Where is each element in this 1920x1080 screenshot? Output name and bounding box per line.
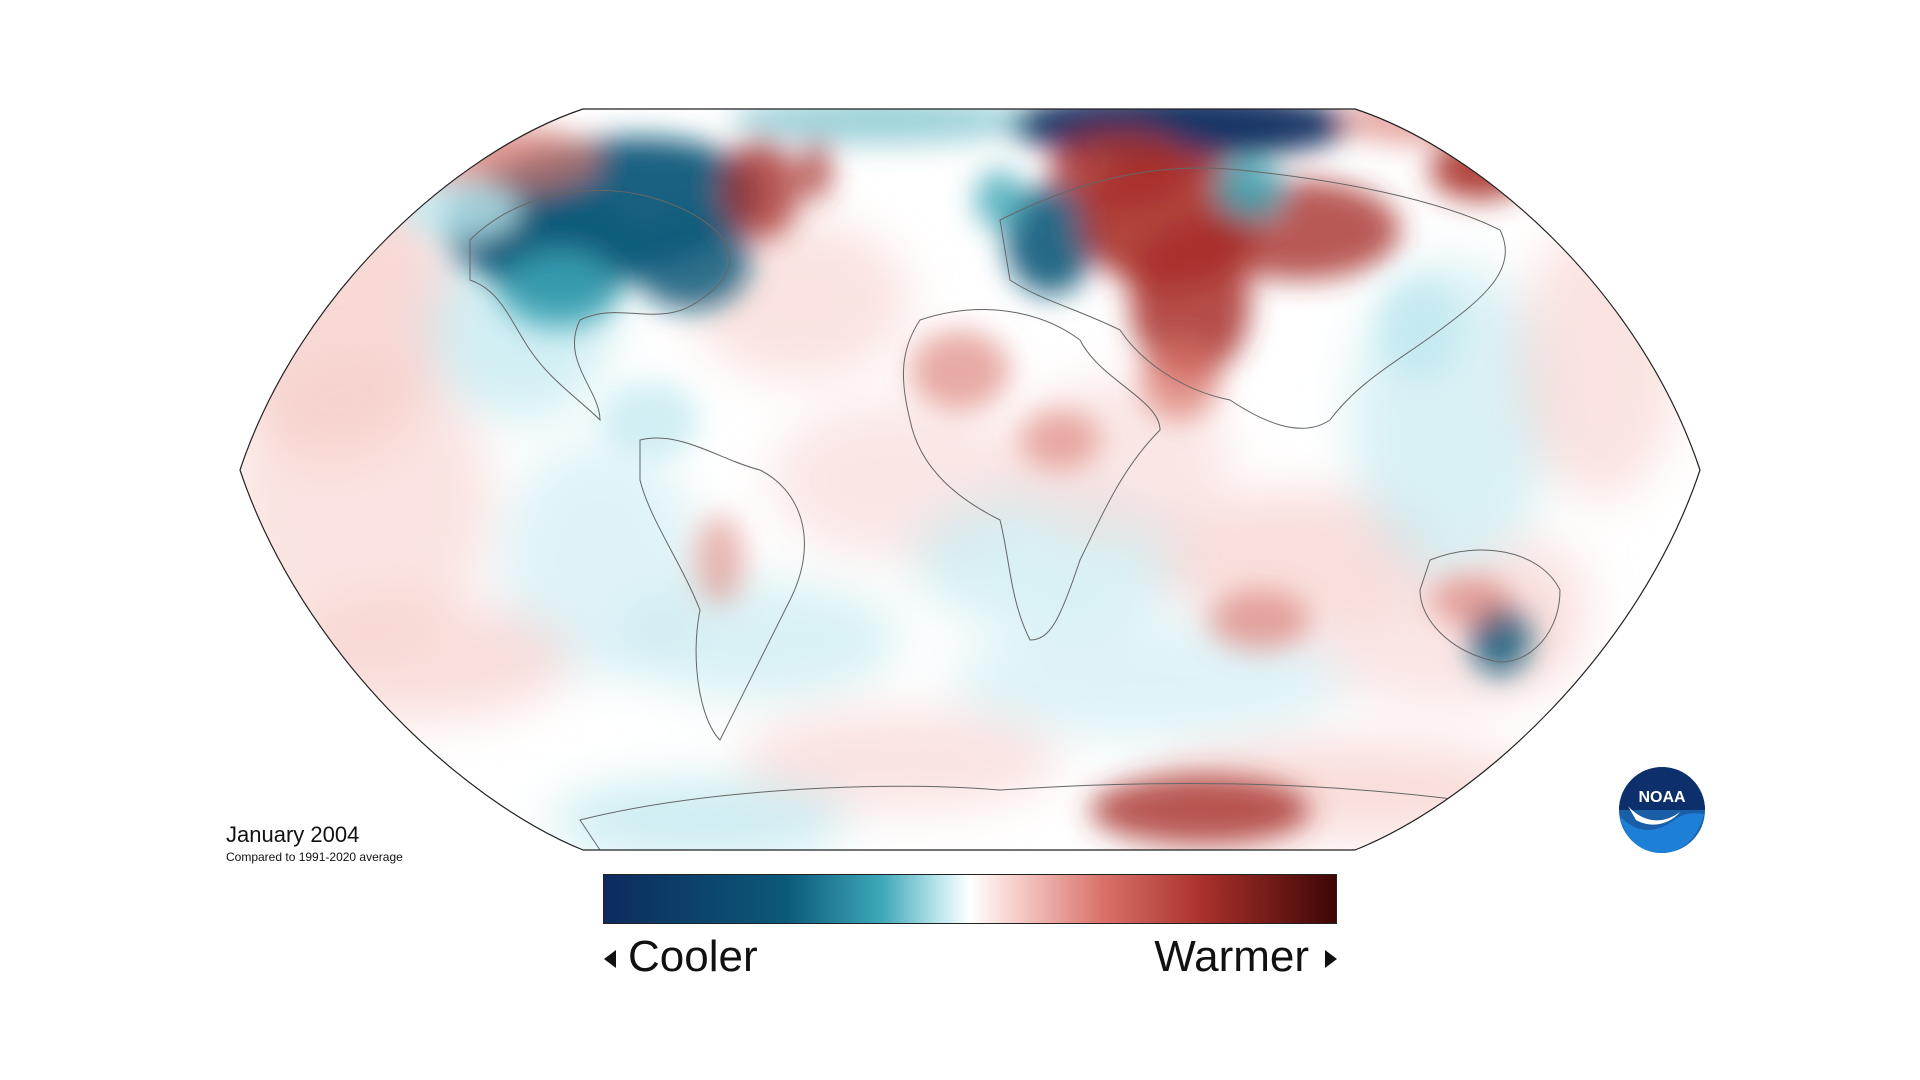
noaa-logo-icon: NOAA (1619, 767, 1705, 853)
anomaly-blob (1380, 280, 1460, 380)
anomaly-blob (1215, 160, 1285, 220)
coastline (999, 167, 1506, 429)
legend-cooler: Cooler (604, 930, 758, 984)
anomaly-blob (1050, 130, 1190, 210)
anomaly-blob (1210, 590, 1310, 650)
anomaly-blob (550, 780, 850, 850)
coastline (639, 437, 805, 741)
anomaly-blob (740, 710, 1060, 810)
anomaly-blob (1520, 220, 1680, 500)
cooler-label: Cooler (628, 932, 758, 981)
anomaly-blob (1430, 575, 1510, 625)
left-arrow-icon (604, 950, 616, 969)
anomaly-blob (620, 580, 900, 700)
color-scale-bar (603, 874, 1337, 924)
warmer-label: Warmer (1154, 932, 1309, 981)
anomaly-field (240, 109, 1700, 850)
noaa-logo-text: NOAA (1638, 789, 1686, 806)
legend-warmer: Warmer (1154, 930, 1337, 984)
anomaly-blob (801, 140, 831, 200)
anomaly-blob (910, 330, 1010, 410)
anomaly-blob (730, 109, 1030, 145)
baseline-label: Compared to 1991-2020 average (226, 850, 403, 864)
coastline (903, 309, 1161, 641)
anomaly-blob (1020, 410, 1100, 470)
anomaly-blob (950, 620, 1350, 740)
coastline (1419, 549, 1561, 663)
anomaly-blob (720, 140, 800, 240)
anomaly-blob (500, 250, 620, 330)
anomaly-blob (400, 125, 600, 195)
coastline (469, 189, 731, 422)
anomaly-blob (400, 180, 520, 240)
anomaly-blob (240, 350, 490, 650)
anomaly-blob (1430, 140, 1530, 200)
anomaly-blob (1005, 185, 1095, 295)
right-arrow-icon (1325, 950, 1337, 969)
anomaly-blob (1160, 490, 1440, 630)
anomaly-blob (1140, 340, 1220, 420)
period-label: January 2004 (226, 822, 360, 847)
globe-outline (239, 108, 1701, 851)
anomaly-blob (600, 380, 700, 460)
anomaly-blob (975, 170, 1025, 230)
anomaly-blob (1090, 775, 1310, 845)
anomaly-blob (695, 515, 745, 605)
